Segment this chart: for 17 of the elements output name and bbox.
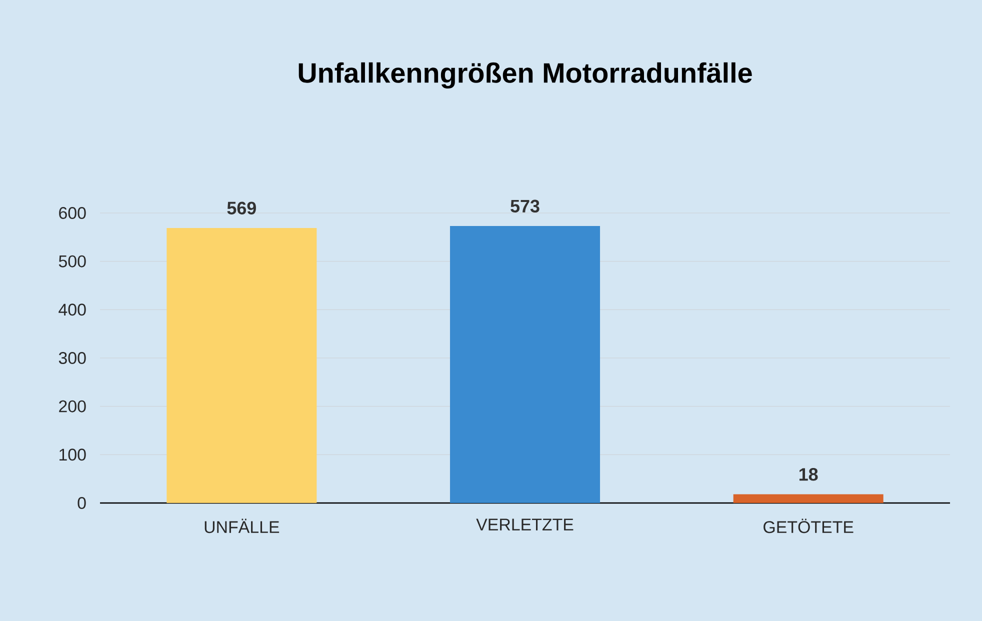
data-label: 18 [799,468,818,481]
y-tick-label: 400 [58,304,86,316]
y-tick-label: 0 [78,496,86,509]
bar [733,494,884,503]
bar [450,226,600,503]
data-label: 569 [227,202,256,214]
y-tick-label: 200 [59,400,86,412]
x-tick-label: VERLETZTE [476,518,574,530]
bar [166,228,317,503]
y-tick-label: 600 [59,206,86,219]
data-label: 573 [510,200,540,213]
y-tick-label: 500 [58,255,86,268]
x-tick-label: GETÖTETE [764,518,854,534]
y-tick-label: 300 [58,352,86,364]
y-tick-label: 100 [60,448,86,461]
x-tick-label: UNFÄLLE [204,518,280,534]
chart-title: Unfallkenngrößen Motorradunfälle [298,62,752,88]
